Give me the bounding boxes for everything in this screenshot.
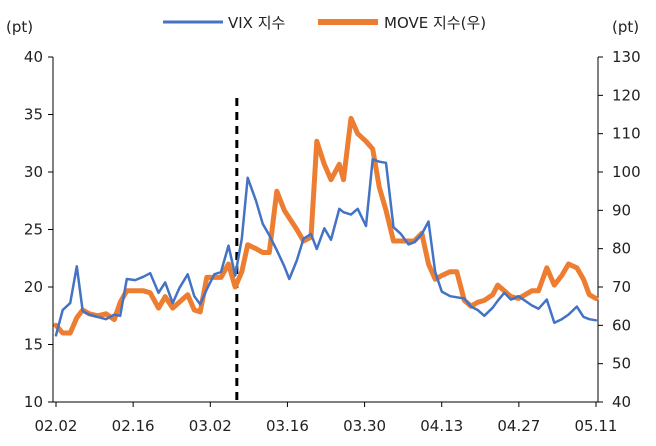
legend-move-label: MOVE 지수(우) bbox=[384, 14, 486, 32]
right-tick-label: 130 bbox=[612, 48, 641, 66]
right-tick-label: 80 bbox=[612, 240, 631, 258]
left-tick-label: 30 bbox=[24, 163, 43, 181]
move-line bbox=[53, 115, 599, 336]
x-tick-label: 03.16 bbox=[266, 417, 309, 435]
x-tick-label: 04.27 bbox=[497, 417, 540, 435]
right-tick-label: 40 bbox=[612, 393, 631, 411]
left-tick-label: 15 bbox=[24, 336, 43, 354]
left-tick-label: 25 bbox=[24, 221, 43, 239]
right-axis-unit: (pt) bbox=[612, 18, 639, 36]
right-tick-label: 110 bbox=[612, 125, 641, 143]
move-series bbox=[53, 115, 599, 336]
left-tick-label: 40 bbox=[24, 48, 43, 66]
right-tick-label: 50 bbox=[612, 355, 631, 373]
right-tick-label: 60 bbox=[612, 316, 631, 334]
left-tick-label: 20 bbox=[24, 278, 43, 296]
tick-labels: 10 15 20 25 30 35 40 40 50 60 70 80 90 100 110 120 130 02… bbox=[24, 48, 641, 435]
x-tick-label: 03.02 bbox=[189, 417, 232, 435]
vix-series bbox=[54, 158, 598, 337]
right-tick-label: 100 bbox=[612, 163, 641, 181]
right-tick-label: 90 bbox=[612, 201, 631, 219]
axes bbox=[48, 56, 603, 407]
legend-vix-label: VIX 지수 bbox=[228, 14, 285, 32]
series-lines bbox=[53, 98, 599, 402]
x-tick-label: 02.16 bbox=[112, 417, 155, 435]
left-tick-label: 10 bbox=[24, 393, 43, 411]
x-tick-label: 03.30 bbox=[343, 417, 386, 435]
x-tick-label: 02.02 bbox=[35, 417, 78, 435]
x-tick-label: 05.11 bbox=[575, 417, 618, 435]
right-tick-label: 120 bbox=[612, 86, 641, 104]
vix-line bbox=[54, 158, 598, 337]
left-axis-unit: (pt) bbox=[6, 18, 33, 36]
x-tick-label: 04.13 bbox=[420, 417, 463, 435]
legend: VIX 지수 MOVE 지수(우) bbox=[163, 14, 486, 32]
left-tick-label: 35 bbox=[24, 106, 43, 124]
right-tick-label: 70 bbox=[612, 278, 631, 296]
